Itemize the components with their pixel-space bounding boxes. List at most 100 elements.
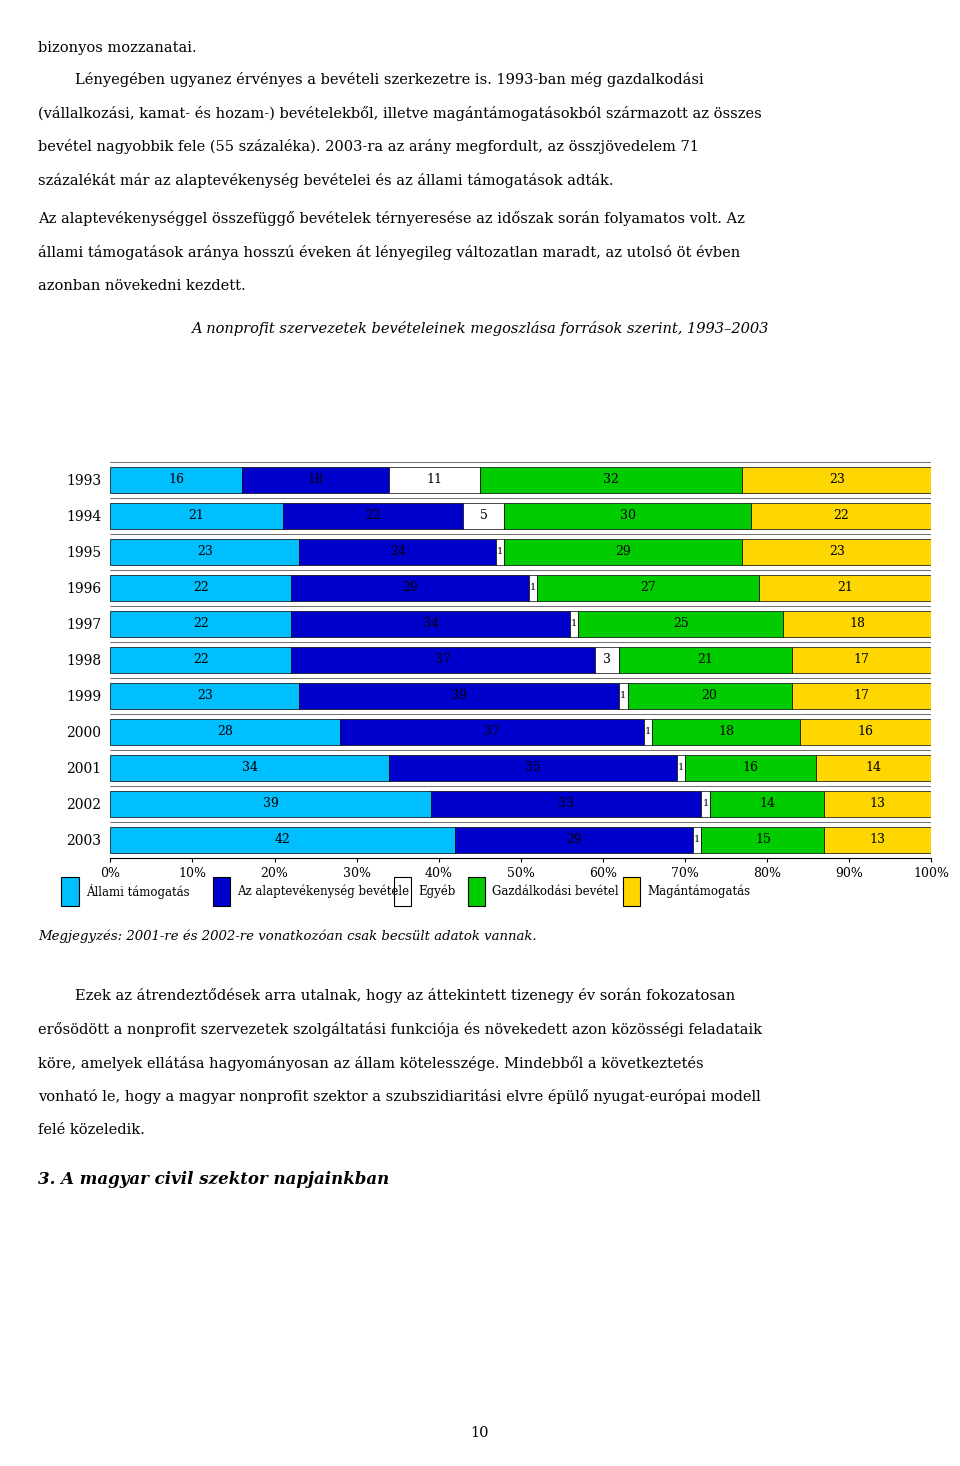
Text: 21: 21 [189,509,204,522]
Text: 25: 25 [673,617,688,630]
Text: 34: 34 [242,761,258,774]
Bar [800,718,931,745]
Bar [623,877,640,906]
Bar [300,683,619,708]
Text: 5: 5 [480,509,488,522]
Text: 37: 37 [435,654,451,666]
Bar [702,790,709,817]
Bar [594,647,619,673]
Bar [825,827,931,853]
Text: 1: 1 [571,619,577,629]
Bar [619,683,628,708]
Bar [480,466,742,493]
Bar [110,503,283,529]
Text: 14: 14 [866,761,881,774]
Text: 21: 21 [837,581,852,594]
Text: százalékát már az alaptevékenység bevételei és az állami támogatások adták.: százalékát már az alaptevékenység bevéte… [38,173,613,188]
Bar [300,539,496,564]
Text: (vállalkozási, kamat- és hozam-) bevételekből, illetve magántámogatásokból szárm: (vállalkozási, kamat- és hozam-) bevétel… [38,106,762,120]
Bar [110,755,390,780]
Text: 29: 29 [566,833,582,846]
Text: Megjegyzés: 2001-re és 2002-re vonatkozóan csak becsült adatok vannak.: Megjegyzés: 2001-re és 2002-re vonatkozó… [38,929,537,943]
Bar [283,503,464,529]
Bar [291,647,594,673]
Text: Állami támogatás: Állami támogatás [85,884,189,899]
Text: erősödött a nonprofit szervezetek szolgáltatási funkciója és növekedett azon köz: erősödött a nonprofit szervezetek szolgá… [38,1022,762,1036]
Bar [468,877,485,906]
Text: köre, amelyek ellátása hagyományosan az állam kötelesszége. Mindebből a következ: köre, amelyek ellátása hagyományosan az … [38,1056,704,1070]
Bar [702,827,825,853]
Text: 1: 1 [530,583,537,592]
Bar [110,827,455,853]
Text: 23: 23 [828,545,845,559]
Text: A nonprofit szervezetek bevételeinek megoszlása források szerint, 1993–2003: A nonprofit szervezetek bevételeinek meg… [191,321,769,336]
Text: Magántámogatás: Magántámogatás [647,884,751,899]
Text: 11: 11 [426,474,443,487]
Text: 20: 20 [702,689,717,702]
Text: 24: 24 [390,545,406,559]
Text: felé közeledik.: felé közeledik. [38,1123,145,1138]
Text: 22: 22 [193,654,208,666]
Text: 23: 23 [197,545,213,559]
Bar [504,539,742,564]
Bar [242,466,390,493]
Text: bizonyos mozzanatai.: bizonyos mozzanatai. [38,41,197,56]
Text: 23: 23 [828,474,845,487]
Text: 10: 10 [470,1425,490,1440]
Text: 28: 28 [217,726,233,739]
Text: 29: 29 [402,581,418,594]
Bar [390,755,677,780]
Bar [742,466,931,493]
Bar [291,611,570,636]
Text: 13: 13 [870,833,886,846]
Text: 22: 22 [193,617,208,630]
Text: 1: 1 [703,799,708,808]
Text: Ezek az átrendeztődések arra utalnak, hogy az áttekintett tizenegy év során foko: Ezek az átrendeztődések arra utalnak, ho… [38,988,735,1003]
Text: 3. A magyar civil szektor napjainkban: 3. A magyar civil szektor napjainkban [38,1171,390,1189]
Bar [685,755,816,780]
Bar [291,575,529,601]
Text: 34: 34 [422,617,439,630]
Bar [213,877,230,906]
Bar [538,575,758,601]
Bar [693,827,702,853]
Text: 18: 18 [850,617,865,630]
Bar [455,827,693,853]
Bar [619,647,792,673]
Text: Az alaptevékenységgel összefüggő bevételek térnyeresése az időszak során folyama: Az alaptevékenységgel összefüggő bevétel… [38,211,745,226]
Text: 32: 32 [603,474,619,487]
Bar [758,575,931,601]
Text: 1: 1 [620,690,627,701]
Text: Lényegében ugyanez érvényes a bevételi szerkezetre is. 1993-ban még gazdalkodási: Lényegében ugyanez érvényes a bevételi s… [38,72,704,86]
Text: 16: 16 [857,726,874,739]
Text: 22: 22 [365,509,381,522]
Text: Az alaptevékenység bevétele: Az alaptevékenység bevétele [237,884,409,899]
Bar [390,466,480,493]
Text: 30: 30 [619,509,636,522]
Text: vonható le, hogy a magyar nonprofit szektor a szubszidiaritási elvre épülő nyuga: vonható le, hogy a magyar nonprofit szek… [38,1089,761,1104]
Text: 16: 16 [743,761,758,774]
Text: 27: 27 [640,581,656,594]
Text: 15: 15 [755,833,771,846]
Text: 14: 14 [759,798,775,811]
Bar [628,683,792,708]
Text: azonban növekedni kezdett.: azonban növekedni kezdett. [38,279,246,293]
Text: 37: 37 [484,726,500,739]
Bar [792,647,931,673]
Text: 33: 33 [558,798,574,811]
Bar [110,539,300,564]
Text: 21: 21 [698,654,713,666]
Bar [652,718,800,745]
Text: 23: 23 [197,689,213,702]
Text: 42: 42 [275,833,291,846]
Bar [496,539,504,564]
Text: 29: 29 [615,545,632,559]
Bar [110,647,291,673]
Bar [529,575,538,601]
Bar [792,683,931,708]
Bar [430,790,702,817]
Bar [464,503,504,529]
Text: Egyéb: Egyéb [419,884,456,899]
Bar [110,575,291,601]
Text: bevétel nagyobbik fele (55 százaléka). 2003-ra az arány megfordult, az összjöved: bevétel nagyobbik fele (55 százaléka). 2… [38,139,699,154]
